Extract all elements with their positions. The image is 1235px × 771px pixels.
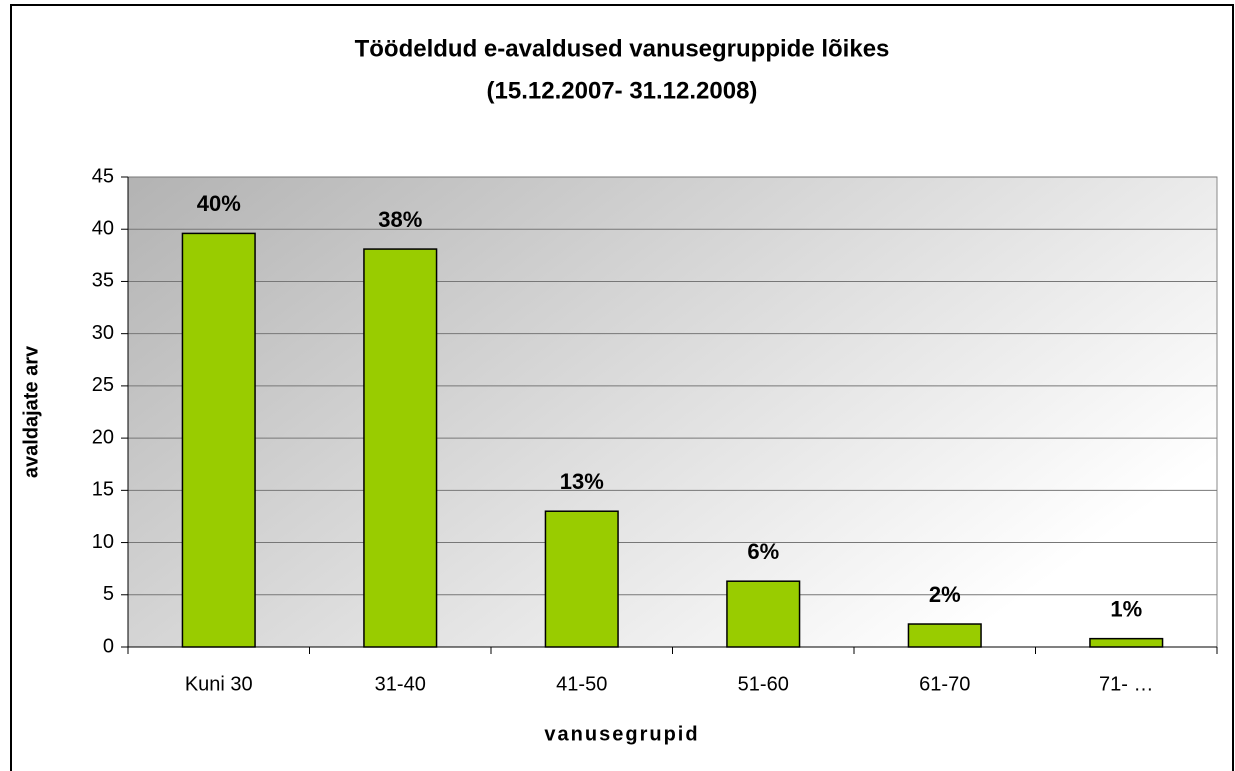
y-tick-label: 30	[92, 322, 114, 344]
data-label: 38%	[378, 207, 422, 232]
y-tick-label: 15	[92, 479, 114, 501]
data-label: 2%	[929, 582, 961, 607]
x-tick-label: 71- …	[1099, 673, 1153, 695]
x-axis-label: vanusegrupid	[544, 723, 699, 745]
data-label: 13%	[560, 469, 604, 494]
x-tick-label: 41-50	[556, 673, 607, 695]
data-label: 6%	[747, 539, 779, 564]
y-tick-label: 45	[92, 165, 114, 187]
data-label: 40%	[197, 191, 241, 216]
x-tick-label: 51-60	[738, 673, 789, 695]
y-tick-label: 25	[92, 374, 114, 396]
bar	[1089, 637, 1164, 648]
data-label: 1%	[1110, 596, 1142, 621]
y-tick-label: 5	[103, 583, 114, 605]
bar	[181, 232, 256, 648]
chart-subtitle: (15.12.2007- 31.12.2008)	[487, 77, 758, 104]
x-tick-label: Kuni 30	[185, 673, 253, 695]
x-tick-label: 61-70	[919, 673, 970, 695]
bar	[363, 248, 438, 648]
y-tick-label: 35	[92, 270, 114, 292]
plot-area	[127, 176, 1218, 648]
bar	[544, 510, 619, 648]
y-tick-label: 20	[92, 426, 114, 448]
bar	[726, 580, 801, 648]
y-tick-label: 0	[103, 635, 114, 657]
y-tick-label: 10	[92, 531, 114, 553]
bar	[907, 623, 982, 648]
chart-title: Töödeldud e-avaldused vanusegruppide lõi…	[355, 35, 890, 62]
y-tick-label: 40	[92, 218, 114, 240]
x-tick-label: 31-40	[375, 673, 426, 695]
y-axis-label: avaldajate arv	[20, 345, 42, 478]
